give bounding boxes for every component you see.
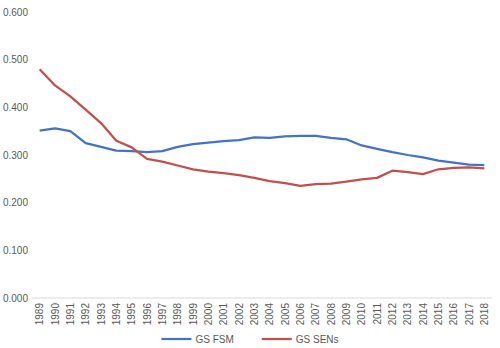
series-line bbox=[40, 128, 485, 165]
x-tick-label: 2018 bbox=[479, 303, 490, 326]
y-tick-label: 0.300 bbox=[3, 150, 28, 161]
x-tick-label: 2000 bbox=[203, 303, 214, 326]
y-tick-label: 0.000 bbox=[3, 293, 28, 304]
x-tick-label: 1992 bbox=[80, 303, 91, 326]
y-tick-label: 0.500 bbox=[3, 54, 28, 65]
x-tick-label: 2008 bbox=[326, 303, 337, 326]
x-tick-label: 2017 bbox=[464, 303, 475, 326]
x-tick-label: 1994 bbox=[111, 303, 122, 326]
legend-label: GS SENs bbox=[296, 334, 339, 345]
x-tick-label: 2011 bbox=[372, 303, 383, 325]
legend-swatch bbox=[161, 338, 191, 340]
x-tick-label: 1999 bbox=[188, 303, 199, 326]
x-tick-label: 2007 bbox=[310, 303, 321, 326]
y-tick-label: 0.200 bbox=[3, 197, 28, 208]
y-tick-label: 0.100 bbox=[3, 245, 28, 256]
legend-swatch bbox=[262, 338, 292, 340]
x-tick-label: 2013 bbox=[402, 303, 413, 326]
x-tick-label: 1993 bbox=[96, 303, 107, 326]
x-tick-label: 2016 bbox=[448, 303, 459, 326]
x-axis-line bbox=[32, 298, 492, 299]
legend-label: GS FSM bbox=[195, 334, 233, 345]
chart: 0.000 0.100 0.200 0.300 0.400 0.500 0.600 1989 1… bbox=[0, 0, 500, 348]
x-tick-label: 2005 bbox=[280, 303, 291, 326]
x-tick-label: 1998 bbox=[172, 303, 183, 326]
x-tick-label: 1990 bbox=[50, 303, 61, 326]
x-tick-label: 2009 bbox=[341, 303, 352, 326]
x-tick-label: 1989 bbox=[34, 303, 45, 326]
x-tick-label: 2015 bbox=[433, 303, 444, 326]
x-tick-label: 2004 bbox=[264, 303, 275, 326]
x-tick-label: 2014 bbox=[418, 303, 429, 326]
y-tick-label: 0.600 bbox=[3, 7, 28, 18]
legend: GS FSM GS SENs bbox=[161, 334, 338, 345]
y-tick-label: 0.400 bbox=[3, 102, 28, 113]
x-tick-label: 1995 bbox=[126, 303, 137, 326]
x-tick-label: 2001 bbox=[218, 303, 229, 326]
x-tick-label: 1997 bbox=[157, 303, 168, 326]
series-line bbox=[40, 69, 485, 186]
x-tick-label: 2002 bbox=[234, 303, 245, 326]
x-tick-label: 2010 bbox=[356, 303, 367, 326]
x-tick-label: 2003 bbox=[249, 303, 260, 326]
x-tick-label: 1991 bbox=[65, 303, 76, 326]
x-tick-label: 1996 bbox=[142, 303, 153, 326]
plot-lines bbox=[40, 69, 485, 186]
x-tick-label: 2006 bbox=[295, 303, 306, 326]
x-tick-label: 2012 bbox=[387, 303, 398, 326]
